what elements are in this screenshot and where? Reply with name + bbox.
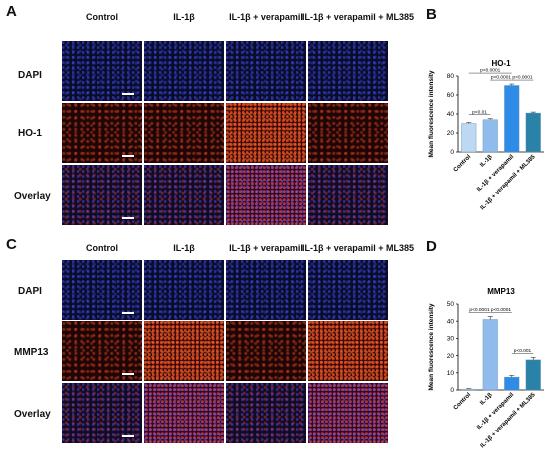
bar	[461, 388, 477, 391]
significance-label: p<0.0001	[469, 307, 489, 313]
scale-bar	[122, 217, 134, 219]
x-tick-label: Control	[453, 392, 473, 412]
column-header-control: Control	[86, 12, 118, 22]
bar	[461, 123, 477, 153]
significance-label: p<0.0001	[491, 307, 511, 313]
column-header-verapamil: IL-1β + verapamil	[229, 12, 303, 22]
scale-bar	[122, 373, 134, 375]
bar	[482, 319, 498, 391]
x-tick-label: IL-1β	[479, 392, 494, 407]
micrograph-dapi-il1b	[144, 41, 224, 101]
y-tick-label: 60	[447, 92, 455, 99]
significance-label: p<0.01	[472, 109, 487, 115]
row-label-overlay-bottom: Overlay	[14, 409, 51, 420]
scale-bar	[122, 155, 134, 157]
micrograph-overlay-verapamil-bottom	[226, 383, 306, 443]
significance-label: p<0.0001	[512, 75, 532, 81]
micrograph-dapi-control	[62, 41, 142, 101]
row-label-dapi-bottom: DAPI	[18, 286, 42, 297]
micrograph-mmp13-il1b	[144, 321, 224, 381]
column-header-il1b: IL-1β	[173, 12, 195, 22]
y-axis-label: Mean fluorescence intensity	[428, 70, 435, 157]
scale-bar	[122, 435, 134, 437]
column-header-ml385: IL-1β + verapamil + ML385	[301, 12, 415, 22]
bar	[525, 112, 541, 153]
bar	[504, 85, 520, 153]
row-label-mmp13: MMP13	[14, 347, 49, 358]
panel-label-c: C	[6, 236, 17, 253]
x-tick-label: IL-1β	[479, 154, 494, 169]
micrograph-dapi-control-bottom	[62, 260, 142, 320]
y-tick-label: 20	[447, 130, 455, 137]
y-tick-label: 50	[447, 301, 455, 308]
scale-bar	[122, 312, 134, 314]
significance-label: p<0.0001	[491, 75, 511, 81]
column-header-ml385-bottom: IL-1β + verapamil + ML385	[301, 243, 415, 253]
micrograph-overlay-verapamil	[226, 165, 306, 225]
y-tick-label: 40	[447, 318, 455, 325]
column-header-il1b-bottom: IL-1β	[173, 243, 195, 253]
x-tick-label: IL-1β + verapamil	[476, 392, 515, 431]
y-axis-label: Mean fluorescence intensity	[428, 303, 435, 390]
micrograph-mmp13-ml385	[308, 321, 388, 381]
micrograph-overlay-control-bottom	[62, 383, 142, 443]
micrograph-overlay-ml385	[308, 165, 388, 225]
y-tick-label: 10	[447, 370, 455, 377]
significance-label: p<0.0001	[480, 68, 500, 74]
row-label-overlay: Overlay	[14, 191, 51, 202]
scale-bar	[122, 93, 134, 95]
micrograph-overlay-il1b-bottom	[144, 383, 224, 443]
significance-label: p<0.001	[514, 348, 532, 354]
y-tick-label: 80	[447, 73, 455, 80]
micrograph-ho1-il1b	[144, 103, 224, 163]
micrograph-overlay-il1b	[144, 165, 224, 225]
micrograph-ho1-ml385	[308, 103, 388, 163]
panel-label-b: B	[426, 6, 437, 23]
micrograph-dapi-il1b-bottom	[144, 260, 224, 320]
panel-label-a: A	[6, 3, 17, 20]
y-tick-label: 20	[447, 353, 455, 360]
column-header-control-bottom: Control	[86, 243, 118, 253]
x-tick-label: IL-1β + verapamil	[476, 154, 515, 193]
micrograph-dapi-ml385-bottom	[308, 260, 388, 320]
micrograph-dapi-ml385	[308, 41, 388, 101]
x-tick-label: Control	[453, 154, 473, 174]
y-tick-label: 0	[450, 387, 454, 394]
column-header-verapamil-bottom: IL-1β + verapamil	[229, 243, 303, 253]
bar	[525, 359, 541, 391]
row-label-dapi: DAPI	[18, 70, 42, 81]
micrograph-dapi-verapamil	[226, 41, 306, 101]
chart-title: HO-1	[491, 59, 511, 68]
chart-title: MMP13	[487, 287, 515, 296]
micrograph-overlay-ml385-bottom	[308, 383, 388, 443]
bar	[482, 119, 498, 153]
micrograph-mmp13-control	[62, 321, 142, 381]
micrograph-ho1-control	[62, 103, 142, 163]
y-tick-label: 0	[450, 149, 454, 156]
y-tick-label: 30	[447, 336, 455, 343]
micrograph-mmp13-verapamil	[226, 321, 306, 381]
bar-chart-ho1: HO-1 Mean fluorescence intensity 0 20 40 60 80…	[428, 59, 544, 211]
micrograph-overlay-control	[62, 165, 142, 225]
bar-chart-mmp13: MMP13 Mean fluorescence intensity 0 10 20 30 4…	[428, 287, 544, 449]
panel-label-d: D	[426, 238, 437, 255]
bar	[504, 376, 520, 391]
micrograph-ho1-verapamil	[226, 103, 306, 163]
y-tick-label: 40	[447, 111, 455, 118]
micrograph-dapi-verapamil-bottom	[226, 260, 306, 320]
row-label-ho1: HO-1	[18, 128, 42, 139]
